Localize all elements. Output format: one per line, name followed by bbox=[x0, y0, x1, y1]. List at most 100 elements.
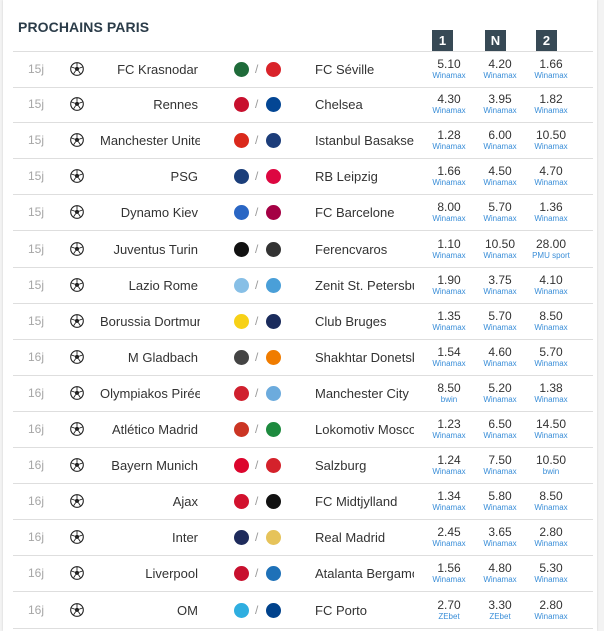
odds-draw[interactable]: 3.95 Winamax bbox=[470, 93, 530, 116]
home-team-name[interactable]: Inter bbox=[171, 530, 198, 546]
away-team-name[interactable]: FC Midtjylland bbox=[315, 494, 398, 510]
match-row[interactable]: 16j M Gladbach / Shakhtar Donetsk 1.54 Winama… bbox=[13, 340, 593, 376]
odds-home-win[interactable]: 8.00 Winamax bbox=[419, 201, 479, 224]
bookmaker-link[interactable]: Winamax bbox=[432, 358, 466, 368]
odds-away-win[interactable]: 1.66 Winamax bbox=[521, 58, 581, 81]
odds-away-win[interactable]: 2.80 Winamax bbox=[521, 526, 581, 549]
bookmaker-link[interactable]: Winamax bbox=[534, 539, 568, 549]
odds-draw[interactable]: 3.65 Winamax bbox=[470, 526, 530, 549]
match-row[interactable]: 15j FC Krasnodar / FC Séville 5.10 Winamax 4.2… bbox=[13, 51, 593, 88]
bookmaker-link[interactable]: Winamax bbox=[432, 214, 466, 224]
away-team-name[interactable]: Atalanta Bergamo bbox=[315, 566, 414, 582]
odds-draw[interactable]: 3.30 ZEbet bbox=[470, 598, 530, 622]
away-team-name[interactable]: Club Bruges bbox=[315, 313, 387, 329]
odds-home-win[interactable]: 2.45 Winamax bbox=[419, 526, 479, 549]
home-team-name[interactable]: Bayern Munich bbox=[111, 458, 198, 474]
bookmaker-link[interactable]: Winamax bbox=[483, 322, 517, 332]
odds-away-win[interactable]: 10.50 bwin bbox=[521, 454, 581, 477]
home-team-name[interactable]: Juventus Turin bbox=[113, 241, 198, 257]
odds-away-win[interactable]: 1.38 Winamax bbox=[521, 381, 581, 405]
bookmaker-link[interactable]: Winamax bbox=[432, 467, 466, 477]
away-team-name[interactable]: Chelsea bbox=[315, 97, 363, 113]
match-row[interactable]: 15j Rennes / Chelsea 4.30 Winamax 3.95 Winamax 1… bbox=[13, 87, 593, 124]
home-team-name[interactable]: Liverpool bbox=[145, 566, 198, 582]
home-team-name[interactable]: FC Krasnodar bbox=[117, 62, 198, 77]
odds-home-win[interactable]: 1.66 Winamax bbox=[419, 165, 479, 188]
away-team-name[interactable]: FC Barcelone bbox=[315, 205, 395, 221]
bookmaker-link[interactable]: Winamax bbox=[534, 322, 568, 332]
bookmaker-link[interactable]: Winamax bbox=[432, 322, 466, 332]
bookmaker-link[interactable]: Winamax bbox=[534, 611, 568, 621]
bookmaker-link[interactable]: Winamax bbox=[534, 214, 568, 224]
home-team-name[interactable]: OM bbox=[177, 602, 198, 618]
bookmaker-link[interactable]: bwin bbox=[542, 467, 560, 477]
bookmaker-link[interactable]: Winamax bbox=[483, 214, 517, 224]
odds-draw[interactable]: 4.60 Winamax bbox=[470, 345, 530, 369]
bookmaker-link[interactable]: Winamax bbox=[534, 394, 568, 404]
bookmaker-link[interactable]: Winamax bbox=[483, 394, 517, 404]
odds-home-win[interactable]: 4.30 Winamax bbox=[419, 93, 479, 116]
match-row[interactable]: 16j Ajax / FC Midtjylland 1.34 Winamax 5.80 Win… bbox=[13, 484, 593, 521]
away-team-name[interactable]: RB Leipzig bbox=[315, 169, 378, 185]
odds-draw[interactable]: 6.00 Winamax bbox=[470, 129, 530, 152]
bookmaker-link[interactable]: Winamax bbox=[432, 178, 466, 188]
odds-home-win[interactable]: 1.54 Winamax bbox=[419, 345, 479, 369]
bookmaker-link[interactable]: Winamax bbox=[483, 575, 517, 585]
away-team-name[interactable]: Lokomotiv Moscow bbox=[315, 422, 414, 437]
odds-away-win[interactable]: 1.82 Winamax bbox=[521, 93, 581, 116]
odds-away-win[interactable]: 28.00 PMU sport bbox=[521, 237, 581, 261]
odds-home-win[interactable]: 2.70 ZEbet bbox=[419, 598, 479, 622]
match-row[interactable]: 15j PSG / RB Leipzig 1.66 Winamax 4.50 Winamax 4… bbox=[13, 159, 593, 196]
odds-away-win[interactable]: 5.70 Winamax bbox=[521, 345, 581, 369]
bookmaker-link[interactable]: Winamax bbox=[483, 250, 517, 260]
bookmaker-link[interactable]: Winamax bbox=[483, 358, 517, 368]
odds-draw[interactable]: 6.50 Winamax bbox=[470, 418, 530, 441]
bookmaker-link[interactable]: Winamax bbox=[432, 71, 466, 80]
odds-away-win[interactable]: 8.50 Winamax bbox=[521, 490, 581, 513]
odds-draw[interactable]: 5.20 Winamax bbox=[470, 381, 530, 405]
odds-away-win[interactable]: 2.80 Winamax bbox=[521, 598, 581, 622]
odds-away-win[interactable]: 4.10 Winamax bbox=[521, 273, 581, 297]
bookmaker-link[interactable]: Winamax bbox=[483, 71, 517, 80]
odds-away-win[interactable]: 14.50 Winamax bbox=[521, 418, 581, 441]
home-team-name[interactable]: Lazio Rome bbox=[128, 277, 198, 293]
home-team-name[interactable]: Rennes bbox=[153, 97, 198, 113]
away-team-name[interactable]: Salzburg bbox=[315, 458, 367, 474]
match-row[interactable]: 16j Olympiakos Pirée / Manchester City 8.50 b… bbox=[13, 376, 593, 412]
home-team-name[interactable]: PSG bbox=[170, 169, 198, 185]
bookmaker-link[interactable]: Winamax bbox=[432, 575, 466, 585]
bookmaker-link[interactable]: Winamax bbox=[483, 431, 517, 440]
odds-home-win[interactable]: 1.56 Winamax bbox=[419, 562, 479, 585]
odds-home-win[interactable]: 1.35 Winamax bbox=[419, 309, 479, 333]
bookmaker-link[interactable]: Winamax bbox=[534, 431, 568, 440]
bookmaker-link[interactable]: ZEbet bbox=[438, 611, 460, 621]
away-team-name[interactable]: FC Séville bbox=[315, 62, 375, 77]
odds-away-win[interactable]: 10.50 Winamax bbox=[521, 129, 581, 152]
match-row[interactable]: 15j Dynamo Kiev / FC Barcelone 8.00 Winamax 5.… bbox=[13, 195, 593, 232]
bookmaker-link[interactable]: Winamax bbox=[483, 286, 517, 296]
bookmaker-link[interactable]: Winamax bbox=[534, 575, 568, 585]
bookmaker-link[interactable]: Winamax bbox=[534, 358, 568, 368]
bookmaker-link[interactable]: Winamax bbox=[432, 431, 466, 440]
match-row[interactable]: 16j Bayern Munich / Salzburg 1.24 Winamax 7.50… bbox=[13, 448, 593, 485]
bookmaker-link[interactable]: Winamax bbox=[534, 178, 568, 188]
bookmaker-link[interactable]: PMU sport bbox=[532, 250, 570, 260]
odds-draw[interactable]: 5.80 Winamax bbox=[470, 490, 530, 513]
bookmaker-link[interactable]: Winamax bbox=[534, 286, 568, 296]
home-team-name[interactable]: Ajax bbox=[172, 494, 198, 510]
bookmaker-link[interactable]: Winamax bbox=[432, 106, 466, 116]
home-team-name[interactable]: Manchester United bbox=[100, 133, 200, 149]
away-team-name[interactable]: Zenit St. Petersburg bbox=[315, 277, 414, 293]
match-row[interactable]: 15j Juventus Turin / Ferencvaros 1.10 Winamax… bbox=[13, 232, 593, 268]
odds-draw[interactable]: 3.75 Winamax bbox=[470, 273, 530, 297]
bookmaker-link[interactable]: Winamax bbox=[432, 286, 466, 296]
away-team-name[interactable]: FC Porto bbox=[315, 602, 368, 618]
away-team-name[interactable]: Istanbul Basaksehir bbox=[315, 133, 414, 149]
match-row[interactable]: 15j Manchester United / Istanbul Basaksehir… bbox=[13, 123, 593, 160]
bookmaker-link[interactable]: Winamax bbox=[432, 142, 466, 152]
odds-home-win[interactable]: 1.34 Winamax bbox=[419, 490, 479, 513]
bookmaker-link[interactable]: Winamax bbox=[534, 71, 568, 80]
bookmaker-link[interactable]: Winamax bbox=[483, 178, 517, 188]
bookmaker-link[interactable]: ZEbet bbox=[489, 611, 511, 621]
